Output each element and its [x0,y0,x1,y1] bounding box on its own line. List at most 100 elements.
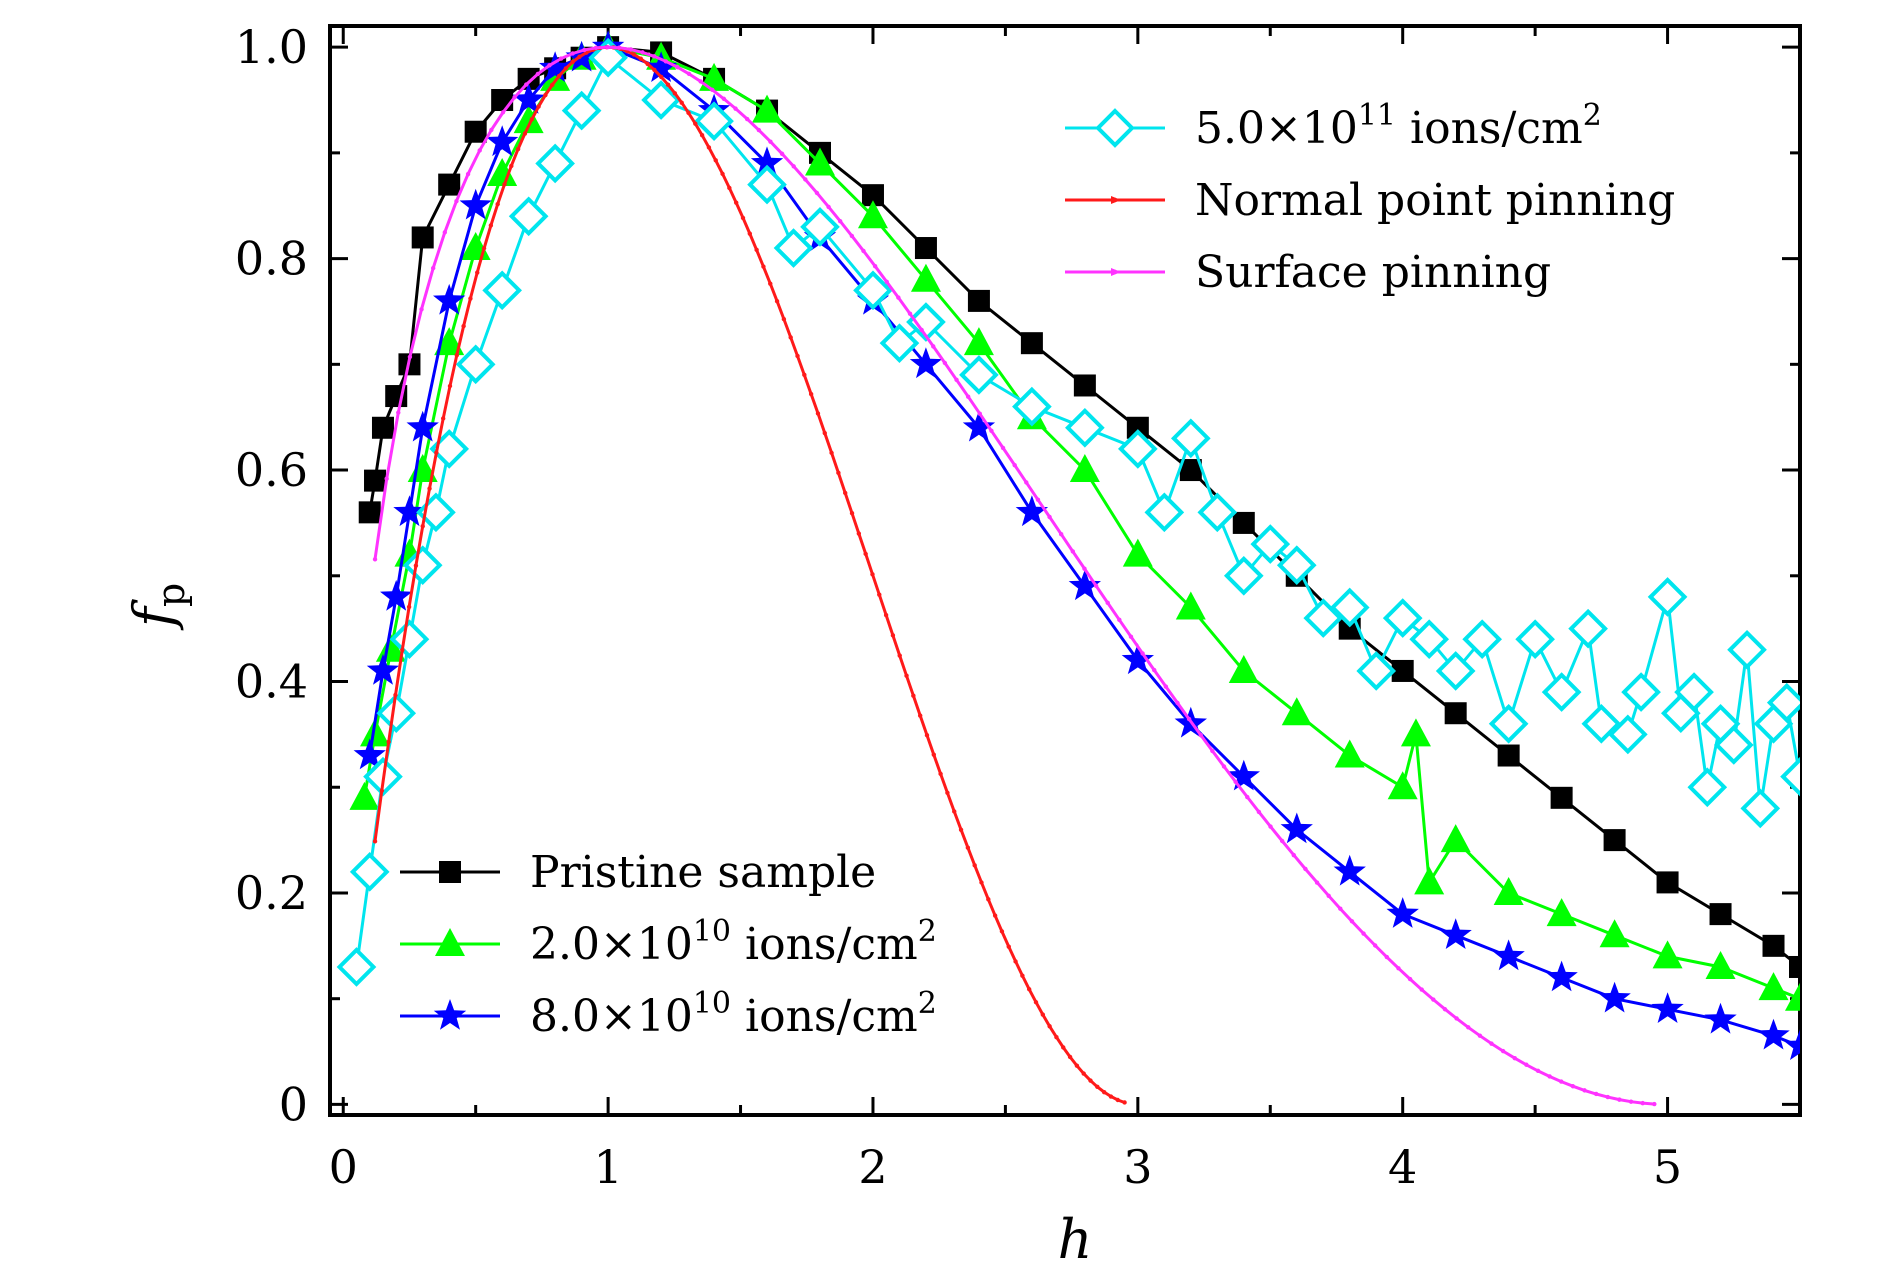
data-point [1015,495,1049,527]
data-point [396,410,401,415]
legend-marker [1111,196,1121,204]
data-point [1396,966,1401,971]
data-point [1118,429,1158,469]
data-point [924,733,930,738]
data-point [1221,764,1227,769]
data-point [349,781,380,810]
data-point [644,51,678,82]
data-point [907,311,913,316]
data-point [952,809,957,814]
data-point [652,67,657,73]
data-point [747,164,787,205]
data-point [1013,959,1018,964]
data-point [977,411,982,416]
data-point [1126,416,1149,439]
data-point [1652,1101,1657,1107]
data-point [938,771,943,777]
legend-label: Surface pinning [1195,247,1551,298]
data-point [419,307,424,312]
data-point [917,713,923,718]
data-point [686,71,692,77]
data-point [1582,1088,1587,1093]
data-point [1605,1094,1611,1100]
data-point [954,377,959,382]
data-point [389,619,430,660]
data-point [1439,918,1472,949]
data-point [904,673,909,678]
data-point [358,501,381,524]
data-point [1020,973,1025,978]
data-point [774,299,780,304]
data-point [1515,619,1555,660]
data-point [491,89,514,112]
data-point [442,230,448,235]
data-point [1628,1099,1634,1104]
data-point [1382,598,1423,638]
data-point [761,264,766,269]
data-point [1766,682,1800,723]
y-tick-label: 0.4 [235,655,308,709]
data-point [406,410,439,442]
data-point [698,79,703,84]
data-point [863,551,868,557]
data-point [1391,659,1414,682]
data-point [1314,880,1320,885]
data-point [1012,462,1017,468]
data-point [434,450,439,455]
data-point [420,524,425,529]
y-tick-label: 0.2 [235,866,308,920]
data-point [989,428,994,433]
data-point [433,283,466,315]
data-point [1073,374,1096,397]
legend-label: 8.0×1010 ions/cm2 [530,986,937,1042]
data-point [1419,987,1424,992]
data-point [768,281,773,286]
data-point [1333,854,1366,886]
data-point [815,411,821,416]
data-point [430,265,436,271]
data-point [376,693,417,734]
data-point [435,928,465,956]
data-point [1054,1035,1059,1040]
data-point [547,63,552,68]
data-point [959,355,999,395]
data-point [1070,549,1076,554]
data-point [1058,532,1064,537]
data-point [693,121,698,126]
data-point [838,219,843,224]
series-5 [372,44,1657,1107]
data-point [1101,1089,1107,1095]
data-point [897,653,902,658]
data-point [1713,725,1754,765]
data-point [489,127,494,133]
data-point [706,145,712,150]
data-point [1065,407,1105,448]
data-point [795,353,800,359]
legend-marker [1111,268,1121,276]
data-point [468,296,473,301]
data-point [1115,1097,1120,1103]
y-tick-label: 0 [279,1077,308,1131]
data-point [487,158,518,187]
data-point [1762,934,1785,957]
data-point [628,47,634,52]
data-point [849,511,855,516]
data-point [1033,1000,1039,1005]
data-point [570,51,575,56]
data-point [393,692,398,698]
data-point [1281,697,1312,726]
data-point [1067,1054,1073,1060]
data-point [1546,898,1577,927]
data-point [1338,906,1343,911]
data-point [1535,1068,1541,1074]
x-tick-label: 3 [1123,1140,1152,1194]
data-point [447,383,453,389]
data-point [963,327,994,356]
data-point [1727,629,1767,670]
data-point [911,693,916,698]
data-point [1095,108,1135,148]
data-point [1651,992,1684,1023]
data-point [877,592,882,597]
data-point [1581,703,1622,744]
data-point [549,82,555,88]
